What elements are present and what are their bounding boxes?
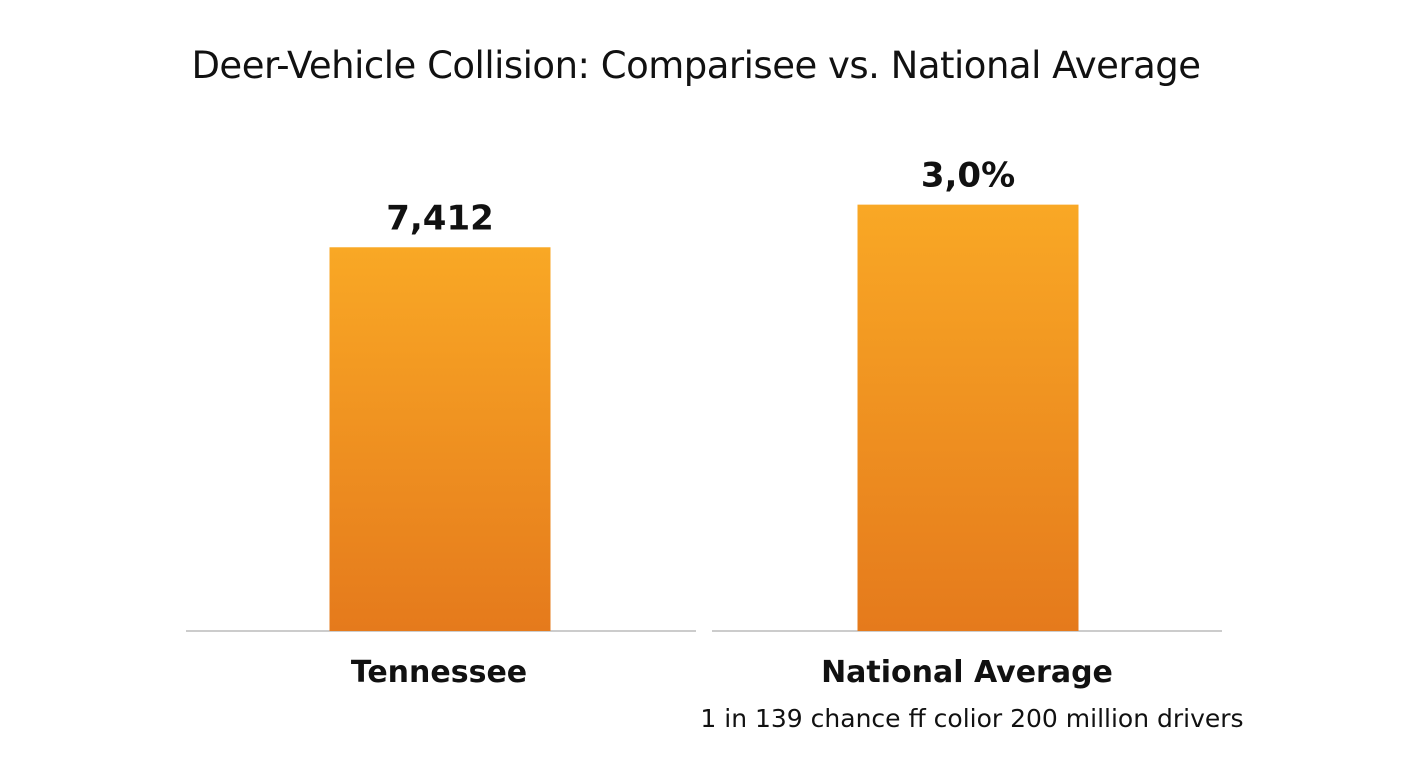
category-labels: Tennessee National Average 1 in 139 chance… [351,655,1244,733]
bar-value-label-1: 3,0% [921,156,1015,196]
category-sublabel-1: 1 in 139 chance ff colior 200 million dr… [700,704,1243,733]
bar-1 [857,204,1079,632]
category-label-0: Tennessee [351,655,527,690]
chart-title: Deer-Vehicle Collision: Comparisee vs. N… [191,44,1201,87]
value-labels: 7,412 3,0% [386,156,1015,239]
category-label-1: National Average [821,655,1113,690]
bars [329,204,1079,632]
bar-value-label-0: 7,412 [386,198,494,238]
bar-0 [329,247,551,632]
